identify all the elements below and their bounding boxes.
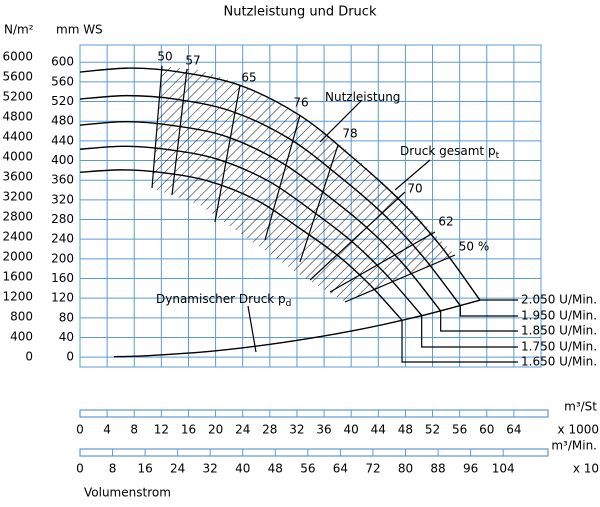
- y-tick-label: 520: [51, 94, 74, 108]
- x-tick-label: 56: [452, 423, 467, 437]
- legend-label: 1.650 U/Min.: [521, 355, 597, 369]
- axis-bar: [80, 449, 548, 456]
- efficiency-label: 70: [407, 182, 422, 196]
- annotation-main: Nutzleistung: [325, 90, 400, 104]
- x-tick-label: 16: [137, 462, 152, 476]
- y2-tick-label: 4800: [2, 110, 33, 124]
- x-tick-label: 20: [208, 423, 223, 437]
- y2-tick-label: 1200: [2, 290, 33, 304]
- x-tick-label: 0: [76, 462, 84, 476]
- x-axis-multiplier: x 1000: [558, 423, 599, 437]
- y-tick-label: 600: [51, 55, 74, 69]
- y2-tick-label: 5200: [2, 90, 33, 104]
- annotation: Nutzleistung: [325, 90, 400, 104]
- y-tick-label: 400: [51, 153, 74, 167]
- y-tick-label: 360: [51, 173, 74, 187]
- x-axis-title: Volumenstrom: [84, 486, 171, 500]
- leader-line: [248, 306, 256, 352]
- y2-tick-label: 1600: [2, 270, 33, 284]
- legend-label: 2.050 U/Min.: [521, 293, 597, 307]
- x-tick-label: 44: [371, 423, 386, 437]
- y2-tick-label: 3200: [2, 190, 33, 204]
- y-tick-label: 320: [51, 192, 74, 206]
- y2-tick-label: 6000: [2, 50, 33, 64]
- y-tick-label: 280: [51, 212, 74, 226]
- x-tick-label: 40: [344, 423, 359, 437]
- y2-tick-label: 5600: [2, 70, 33, 84]
- x-tick-label: 72: [365, 462, 380, 476]
- x-tick-label: 32: [289, 423, 304, 437]
- x-tick-label: 56: [300, 462, 315, 476]
- annotation-main: Druck gesamt p: [400, 144, 496, 158]
- x-tick-label: 12: [154, 423, 169, 437]
- y2-tick-label: 3600: [2, 170, 33, 184]
- x-tick-label: 8: [130, 423, 138, 437]
- y2-tick-label: 2000: [2, 250, 33, 264]
- x-tick-label: 32: [203, 462, 218, 476]
- x-tick-label: 40: [235, 462, 250, 476]
- y-tick-label: 120: [51, 291, 74, 305]
- y2-axis-label: N/m²: [4, 23, 34, 37]
- x-tick-label: 24: [170, 462, 185, 476]
- x-tick-label: 48: [268, 462, 283, 476]
- y-axis-label: mm WS: [56, 23, 103, 37]
- y2-tick-label: 800: [10, 310, 33, 324]
- y-tick-label: 40: [59, 330, 74, 344]
- leader-line: [460, 306, 518, 316]
- y2-tick-label: 0: [25, 350, 33, 364]
- y-tick-label: 200: [51, 251, 74, 265]
- x-tick-label: 96: [463, 462, 478, 476]
- y-tick-label: 240: [51, 232, 74, 246]
- x-tick-label: 64: [333, 462, 348, 476]
- x-tick-label: 104: [492, 462, 515, 476]
- y-tick-label: 160: [51, 271, 74, 285]
- y2-tick-label: 400: [10, 330, 33, 344]
- x-tick-label: 4: [103, 423, 111, 437]
- y-tick-label: 0: [66, 350, 74, 364]
- axis-bar: [80, 410, 548, 417]
- x-tick-label: 28: [262, 423, 277, 437]
- annotation-subscript: t: [496, 151, 500, 161]
- leader-line: [441, 311, 518, 331]
- x-tick-label: 64: [506, 423, 521, 437]
- y-tick-label: 480: [51, 114, 74, 128]
- y2-tick-label: 2400: [2, 230, 33, 244]
- legend-label: 1.950 U/Min.: [521, 309, 597, 323]
- x-tick-label: 8: [109, 462, 117, 476]
- efficiency-label: 78: [342, 127, 357, 141]
- x-tick-label: 16: [181, 423, 196, 437]
- annotation: Druck gesamt pt: [400, 144, 500, 161]
- dynamic-pressure-label: Dynamischer Druck pd: [156, 292, 291, 309]
- x-axis-unit: m³/Min.: [551, 439, 597, 453]
- y-tick-label: 80: [59, 310, 74, 324]
- chart-title: Nutzleistung und Druck: [224, 5, 377, 20]
- efficiency-label: 57: [185, 54, 200, 68]
- x-axis-unit: m³/St: [564, 400, 597, 414]
- x-tick-label: 36: [316, 423, 331, 437]
- dynamic-pressure-label-main: Dynamischer Druck p: [156, 292, 286, 306]
- y-tick-label: 560: [51, 74, 74, 88]
- efficiency-label: 76: [293, 96, 308, 110]
- x-axis-multiplier: x 10: [573, 462, 599, 476]
- efficiency-label: 50: [157, 50, 172, 64]
- efficiency-label: 65: [241, 71, 256, 85]
- x-tick-label: 24: [235, 423, 250, 437]
- dynamic-pressure-label-subscript: d: [286, 299, 292, 309]
- efficiency-label: 50 %: [459, 240, 490, 254]
- y-tick-label: 440: [51, 133, 74, 147]
- y2-tick-label: 4000: [2, 150, 33, 164]
- y2-tick-label: 4400: [2, 130, 33, 144]
- legend-label: 1.750 U/Min.: [521, 340, 597, 354]
- legend-label: 1.850 U/Min.: [521, 324, 597, 338]
- x-tick-label: 88: [430, 462, 445, 476]
- y2-tick-label: 2800: [2, 210, 33, 224]
- x-tick-label: 48: [398, 423, 413, 437]
- efficiency-label: 62: [438, 215, 453, 229]
- x-tick-label: 80: [398, 462, 413, 476]
- x-tick-label: 60: [479, 423, 494, 437]
- x-tick-label: 52: [425, 423, 440, 437]
- x-tick-label: 0: [76, 423, 84, 437]
